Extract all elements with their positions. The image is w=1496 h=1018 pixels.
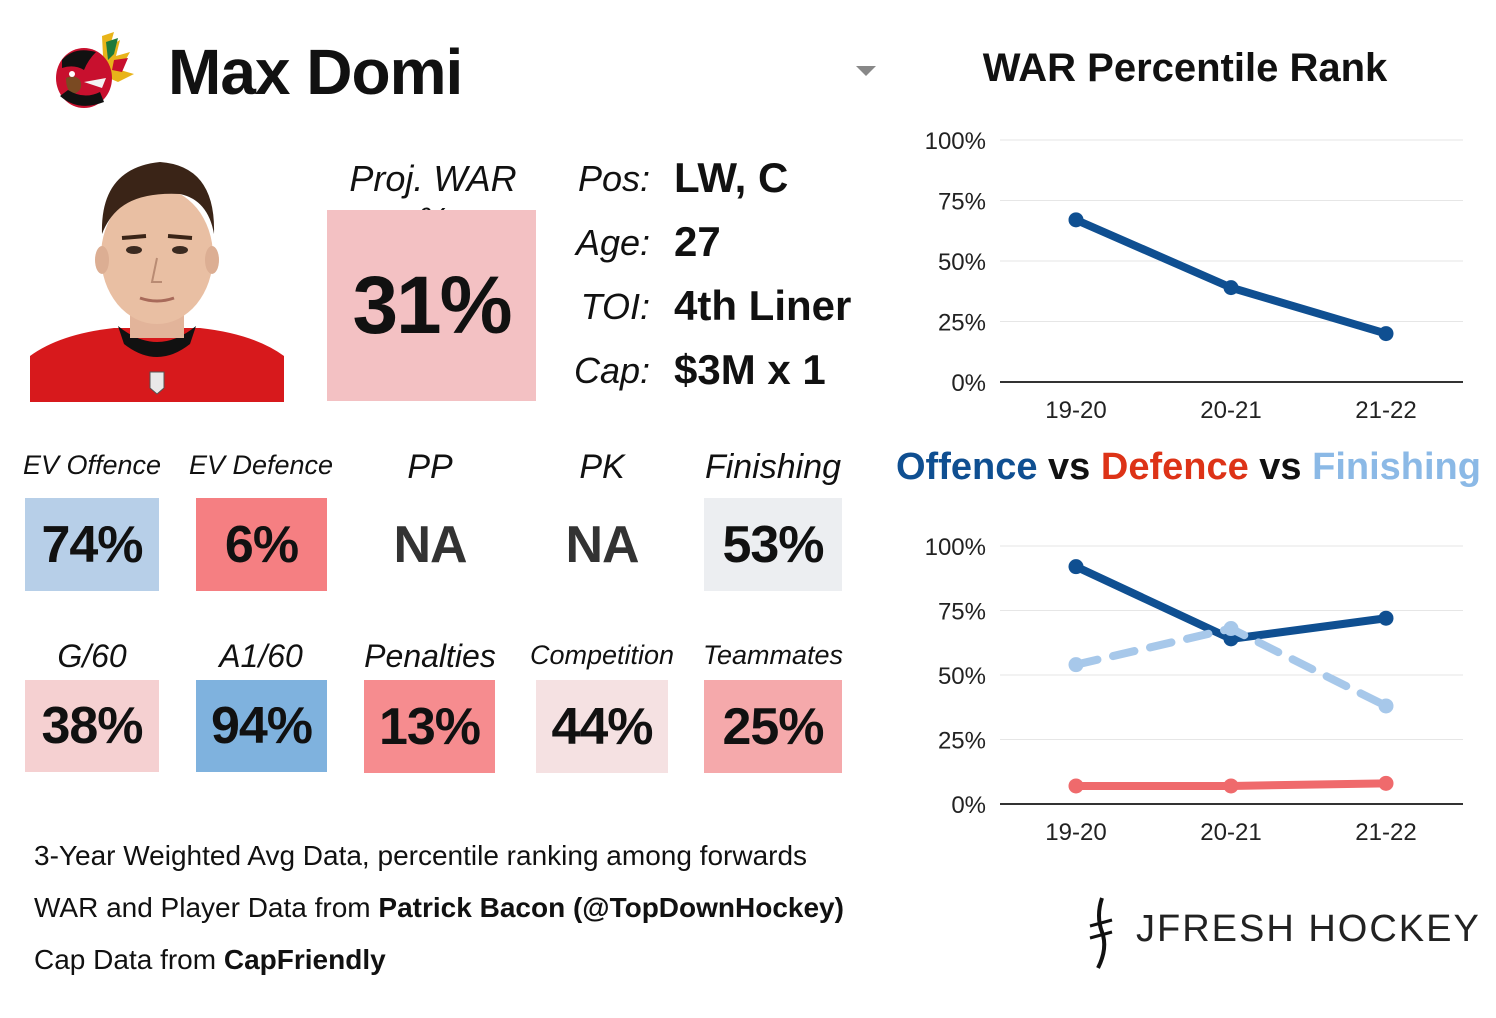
data-point	[1378, 775, 1394, 791]
y-tick-label: 0%	[951, 792, 986, 819]
data-point	[1378, 698, 1394, 714]
x-tick-label: 20-21	[1200, 819, 1261, 846]
series-line-0	[1072, 215, 1390, 338]
data-point	[1223, 621, 1239, 637]
data-point	[1378, 326, 1394, 342]
y-tick-label: 100%	[925, 534, 986, 561]
war-percentile-chart: 0% 25% 50% 75% 100% 19-20 20-21 21-22	[925, 128, 1463, 424]
penalties-value: 13%	[364, 680, 495, 773]
data-point	[1223, 778, 1239, 794]
team-logo	[56, 32, 134, 108]
a160-label: A1/60	[219, 638, 303, 674]
data-point	[1068, 657, 1084, 673]
x-tick-label: 21-22	[1355, 819, 1416, 846]
data-point	[1068, 212, 1084, 228]
teammates-value: 25%	[704, 680, 842, 773]
y-tick-label: 50%	[938, 663, 986, 690]
branding-text: JFRESH HOCKEY	[1136, 908, 1481, 950]
g60-value: 38%	[25, 680, 159, 772]
y-tick-label: 50%	[938, 249, 986, 276]
competition-value: 44%	[536, 680, 668, 773]
a160-value: 94%	[196, 680, 327, 772]
chart1-title: WAR Percentile Rank	[982, 46, 1388, 90]
age-value: 27	[674, 218, 721, 265]
ev-defence-value: 6%	[196, 498, 327, 591]
footer-line-2: WAR and Player Data from Patrick Bacon (…	[34, 892, 844, 924]
y-tick-label: 25%	[938, 728, 986, 755]
position-label: Pos:	[577, 158, 650, 199]
ev-defence-label: EV Defence	[188, 450, 334, 480]
data-point	[1068, 778, 1084, 794]
x-tick-label: 20-21	[1200, 397, 1261, 424]
chart2-title-offence: Offence	[896, 446, 1038, 488]
age-label: Age:	[575, 222, 650, 263]
chart2-title-finishing: Finishing	[1312, 446, 1481, 488]
toi-value: 4th Liner	[674, 282, 852, 329]
data-point	[1223, 280, 1239, 296]
x-tick-label: 19-20	[1045, 819, 1106, 846]
chart2-title: Offence vs Defence vs Finishing	[896, 446, 1481, 489]
data-point	[1223, 631, 1239, 647]
y-tick-label: 100%	[925, 128, 986, 155]
chart2-title-vs-2: vs	[1248, 446, 1313, 488]
position-value: LW, C	[674, 154, 789, 201]
toi-label: TOI:	[580, 286, 650, 327]
x-tick-label: 19-20	[1045, 397, 1106, 424]
competition-label: Competition	[529, 640, 675, 670]
player-photo	[30, 148, 284, 402]
penalties-label: Penalties	[364, 638, 496, 674]
offence-defence-finishing-chart: 0% 25% 50% 75% 100% 19-20 20-21 21-22	[925, 534, 1463, 846]
proj-war-value: 31%	[327, 210, 536, 401]
footer-source-war: Patrick Bacon (@TopDownHockey)	[378, 892, 844, 923]
chart2-title-defence: Defence	[1100, 446, 1249, 488]
chevron-down-icon[interactable]	[856, 66, 876, 76]
footer-line-1: 3-Year Weighted Avg Data, percentile ran…	[34, 840, 808, 871]
ev-offence-value: 74%	[25, 498, 159, 591]
jfresh-logo-icon	[1089, 897, 1113, 969]
footer-line-3-text: Cap Data from	[34, 944, 224, 975]
cap-label: Cap:	[573, 350, 650, 391]
cap-value: $3M x 1	[674, 346, 826, 393]
footer-line-2-text: WAR and Player Data from	[34, 892, 379, 923]
y-tick-label: 75%	[938, 599, 986, 626]
ev-offence-label: EV Offence	[22, 450, 162, 480]
teammates-label: Teammates	[702, 640, 844, 670]
y-tick-label: 75%	[938, 189, 986, 216]
pk-label: PK	[579, 448, 625, 486]
data-point	[1378, 610, 1394, 626]
player-name: Max Domi	[168, 36, 463, 108]
y-tick-label: 25%	[938, 310, 986, 337]
g60-label: G/60	[57, 638, 127, 674]
pk-value: NA	[536, 498, 668, 591]
finishing-value: 53%	[704, 498, 842, 591]
x-tick-label: 21-22	[1355, 397, 1416, 424]
y-tick-label: 0%	[951, 370, 986, 397]
data-point	[1068, 559, 1084, 575]
finishing-label: Finishing	[704, 448, 842, 486]
footer-source-cap: CapFriendly	[223, 944, 386, 975]
chart2-title-vs-1: vs	[1037, 446, 1101, 488]
pp-value: NA	[364, 498, 496, 591]
pp-label: PP	[407, 448, 453, 486]
footer-line-3: Cap Data from CapFriendly	[34, 944, 386, 976]
